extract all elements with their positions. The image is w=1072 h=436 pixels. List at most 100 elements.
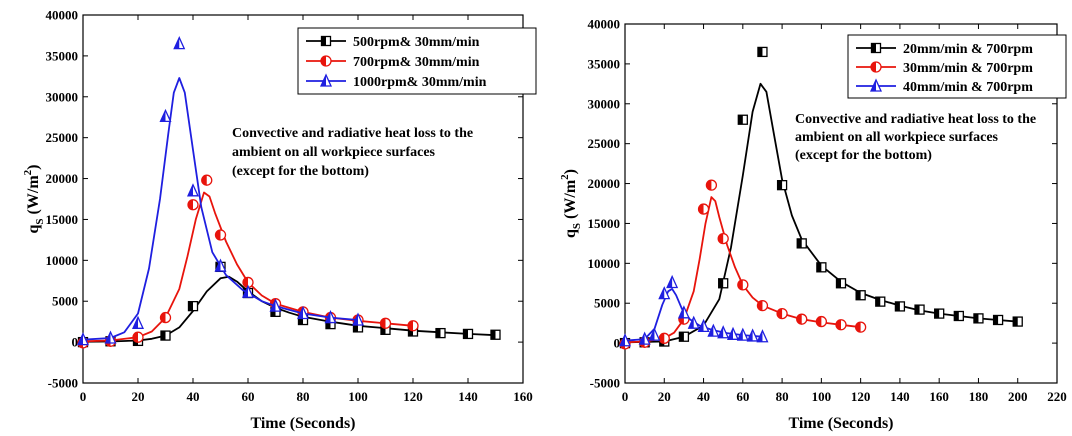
y-tick-label: 0: [614, 336, 621, 351]
y-tick-label: -5000: [590, 376, 620, 391]
data-point: [835, 319, 847, 331]
series-line-2: [624, 196, 861, 344]
data-point: [855, 290, 866, 301]
y-tick-label: 30000: [588, 96, 621, 111]
y-tick-label: 5000: [594, 296, 620, 311]
chart-1: 0 20 40 60 80 100 120 140 160-500005000100001500…: [22, 8, 537, 432]
x-tick-label: 160: [929, 389, 949, 404]
annotation-text: (except for the bottom): [795, 148, 932, 163]
data-point: [187, 199, 199, 211]
annotation-text: ambient on all workpiece surfaces: [795, 130, 999, 145]
data-point: [241, 284, 255, 298]
data-point: [435, 327, 446, 339]
y-tick-label: 15000: [46, 212, 79, 227]
annotation-text: Convective and radiative heat loss to th…: [795, 112, 1036, 127]
data-point: [132, 331, 144, 343]
data-point: [973, 313, 984, 324]
x-tick-label: 160: [513, 389, 533, 404]
x-tick-label: 40: [697, 389, 710, 404]
data-point: [697, 203, 710, 215]
data-point: [705, 179, 718, 191]
data-point: [159, 311, 172, 324]
y-tick-label: 40000: [46, 8, 79, 23]
y-tick-label: 25000: [46, 130, 79, 145]
x-tick-label: 40: [187, 389, 200, 404]
data-point: [677, 305, 690, 319]
data-point: [666, 274, 679, 289]
x-axis-label: Time (Seconds): [250, 415, 355, 432]
data-point: [796, 313, 808, 325]
data-point: [894, 301, 906, 312]
x-tick-label: 0: [80, 389, 87, 404]
data-point: [697, 318, 710, 333]
data-point: [324, 310, 337, 324]
data-point: [658, 286, 671, 300]
data-point: [104, 330, 117, 344]
x-tick-label: 120: [403, 389, 423, 404]
x-tick-label: 0: [622, 389, 629, 404]
data-point: [776, 180, 788, 191]
data-point: [757, 46, 768, 58]
data-point: [186, 183, 200, 197]
legend-marker: [319, 73, 333, 87]
x-tick-label: 20: [132, 389, 145, 404]
data-point: [214, 229, 227, 241]
y-tick-label: 25000: [588, 136, 621, 151]
data-point: [462, 328, 474, 340]
x-tick-label: 100: [348, 389, 368, 404]
y-tick-label: 35000: [588, 56, 621, 71]
x-tick-label: 60: [242, 389, 255, 404]
data-point: [638, 331, 651, 345]
data-point: [953, 310, 964, 322]
data-point: [379, 317, 392, 329]
data-point: [835, 278, 847, 289]
legend-marker: [869, 78, 883, 92]
y-tick-label: 20000: [46, 171, 79, 186]
data-point: [854, 321, 867, 333]
x-tick-label: 80: [776, 389, 789, 404]
legend-marker: [320, 35, 332, 47]
y-tick-label: 0: [72, 335, 79, 350]
y-tick-label: 30000: [46, 89, 79, 104]
data-point: [76, 332, 90, 346]
chart-2: 0 20 40 60 80 100 120 140 160 180 200 220-500005000…: [559, 17, 1067, 433]
x-tick-label: 60: [736, 389, 749, 404]
data-point: [160, 330, 171, 341]
data-point: [187, 300, 199, 312]
annotation-text: (except for the bottom): [232, 164, 369, 179]
y-axis-label: qS (W/m2): [22, 165, 46, 234]
data-point: [737, 114, 748, 125]
data-point: [618, 333, 632, 347]
legend-marker: [870, 42, 882, 54]
data-point: [875, 296, 886, 307]
y-tick-label: 15000: [588, 216, 621, 231]
data-point: [490, 329, 501, 340]
data-point: [269, 298, 282, 312]
data-point: [815, 315, 828, 328]
y-axis-label: qS (W/m2): [559, 169, 583, 238]
data-point: [736, 327, 749, 341]
data-point: [737, 279, 749, 291]
y-tick-label: -5000: [48, 376, 78, 391]
y-tick-label: 20000: [588, 176, 621, 191]
data-point: [658, 332, 670, 344]
legend-marker: [870, 61, 882, 73]
legend-label: 500rpm& 30mm/min: [353, 35, 480, 50]
data-point: [934, 308, 945, 319]
x-tick-label: 120: [851, 389, 871, 404]
plot-frame: [624, 23, 1058, 384]
legend-label: 1000rpm& 30mm/min: [353, 75, 487, 90]
legend-label: 700rpm& 30mm/min: [353, 55, 480, 70]
legend: 20mm/min & 700rpm 30mm/min & 700rpm 40mm/m…: [847, 34, 1067, 99]
data-point: [914, 304, 925, 315]
data-point: [992, 314, 1004, 326]
data-point: [718, 278, 729, 289]
legend: 500rpm& 30mm/min 700rpm& 30mm/min 1000rpm&…: [297, 27, 537, 95]
x-tick-label: 80: [297, 389, 310, 404]
data-point: [131, 315, 145, 329]
data-point: [648, 327, 661, 341]
x-tick-label: 180: [969, 389, 989, 404]
y-tick-label: 35000: [46, 48, 79, 63]
x-tick-label: 200: [1008, 389, 1028, 404]
annotation-text: ambient on all workpiece surfaces: [232, 145, 436, 160]
